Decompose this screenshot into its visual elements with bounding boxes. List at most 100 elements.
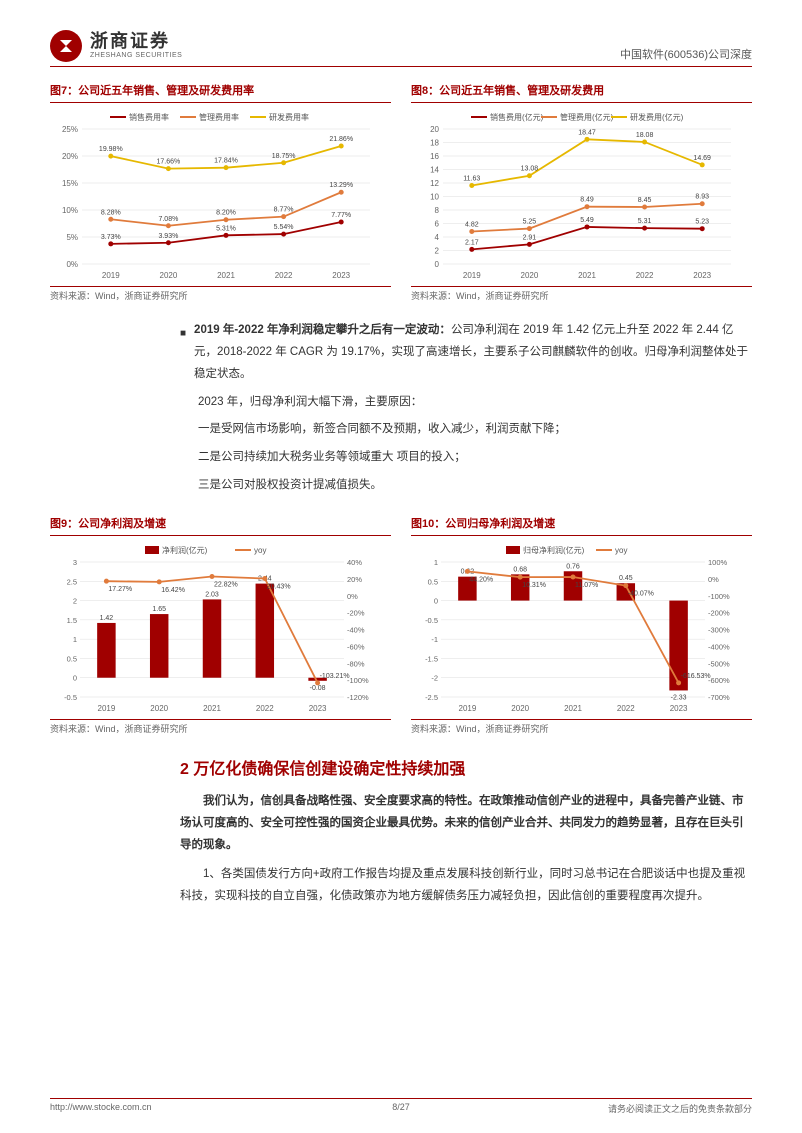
svg-text:17.27%: 17.27% [108, 586, 132, 593]
svg-text:2022: 2022 [617, 704, 635, 713]
svg-text:18.08: 18.08 [636, 132, 654, 139]
chart-8-source: 资料来源：Wind，浙商证券研究所 [411, 289, 752, 302]
para1-bold: 2019 年-2022 年净利润稳定攀升之后有一定波动： [194, 324, 451, 336]
svg-text:归母净利润(亿元): 归母净利润(亿元) [523, 545, 585, 555]
chart-9-source: 资料来源：Wind，浙商证券研究所 [50, 722, 391, 735]
chart-10-source: 资料来源：Wind，浙商证券研究所 [411, 722, 752, 735]
svg-text:-0.5: -0.5 [64, 693, 77, 702]
svg-text:12: 12 [430, 179, 439, 188]
svg-text:7.77%: 7.77% [331, 212, 351, 219]
svg-text:管理费用(亿元): 管理费用(亿元) [560, 112, 614, 122]
svg-text:0.68: 0.68 [513, 566, 527, 573]
svg-text:-80%: -80% [347, 659, 365, 668]
section2-p2: 1、各类国债发行方向+政府工作报告均提及重点发展科技创新行业，同时习总书记在合肥… [180, 864, 752, 908]
svg-text:1: 1 [73, 635, 77, 644]
svg-text:2022: 2022 [636, 271, 654, 280]
svg-text:2019: 2019 [463, 271, 481, 280]
svg-text:40%: 40% [347, 558, 362, 567]
svg-text:0: 0 [434, 596, 438, 605]
svg-text:16.42%: 16.42% [161, 587, 185, 594]
svg-text:100%: 100% [708, 558, 728, 567]
svg-text:-60%: -60% [347, 642, 365, 651]
svg-text:5.54%: 5.54% [274, 224, 294, 231]
svg-text:2020: 2020 [160, 271, 178, 280]
svg-text:0.5: 0.5 [67, 654, 77, 663]
svg-text:3.73%: 3.73% [101, 234, 121, 241]
document-title: 中国软件(600536)公司深度 [620, 46, 752, 62]
chart-10-block: 图10：公司归母净利润及增速 归母净利润(亿元)yoy-2.5-2-1.5-1-… [411, 515, 752, 735]
svg-text:20%: 20% [62, 152, 78, 161]
svg-text:-300%: -300% [708, 625, 730, 634]
svg-text:管理费用率: 管理费用率 [199, 112, 239, 122]
svg-text:2022: 2022 [275, 271, 293, 280]
svg-text:-120%: -120% [347, 693, 369, 702]
svg-text:0%: 0% [708, 575, 719, 584]
chart-7-svg: 销售费用率管理费用率研发费用率0%5%10%15%20%25%201920202… [50, 107, 380, 282]
para1-text5: 三是公司对股权投资计提减值损失。 [198, 475, 752, 497]
svg-text:0.76: 0.76 [566, 563, 580, 570]
svg-text:3: 3 [73, 558, 77, 567]
svg-text:21.86%: 21.86% [329, 136, 353, 143]
chart-8-num: 图8： [411, 85, 439, 97]
svg-text:5.31: 5.31 [638, 218, 652, 225]
svg-text:10: 10 [430, 193, 439, 202]
svg-text:17.84%: 17.84% [214, 158, 238, 165]
chart-8-block: 图8：公司近五年销售、管理及研发费用 销售费用(亿元)管理费用(亿元)研发费用(… [411, 82, 752, 302]
svg-text:4: 4 [435, 233, 440, 242]
svg-text:-400%: -400% [708, 642, 730, 651]
svg-text:15%: 15% [62, 179, 78, 188]
svg-text:8: 8 [435, 206, 440, 215]
svg-text:5.23: 5.23 [695, 219, 709, 226]
svg-text:-500%: -500% [708, 659, 730, 668]
svg-text:1.5: 1.5 [67, 616, 77, 625]
svg-text:-100%: -100% [347, 676, 369, 685]
svg-text:6: 6 [435, 220, 440, 229]
svg-text:0: 0 [73, 674, 77, 683]
svg-text:18.47: 18.47 [578, 129, 596, 136]
svg-text:14.69: 14.69 [693, 155, 711, 162]
logo-chinese: 浙商证券 [90, 32, 182, 52]
svg-text:-103.21%: -103.21% [320, 673, 350, 680]
svg-text:19.98%: 19.98% [99, 146, 123, 153]
svg-text:2.03: 2.03 [205, 591, 219, 598]
svg-text:20: 20 [430, 125, 439, 134]
chart-9-title: 公司净利润及增速 [78, 518, 166, 530]
svg-text:研发费用(亿元): 研发费用(亿元) [630, 112, 684, 122]
svg-text:yoy: yoy [254, 546, 266, 555]
para1-text4: 二是公司持续加大税务业务等领域重大 项目的投入； [198, 447, 752, 469]
svg-text:44.20%: 44.20% [469, 576, 493, 583]
para1-text3: 一是受网信市场影响，新签合同额不及预期，收入减少，利润贡献下降； [198, 419, 752, 441]
logo-english: ZHESHANG SECURITIES [90, 52, 182, 60]
bullet-icon: ■ [180, 324, 186, 343]
svg-text:-100%: -100% [708, 592, 730, 601]
svg-text:2: 2 [435, 247, 440, 256]
section-2-body: 我们认为，信创具备战略性强、安全度要求高的特性。在政策推动信创产业的进程中，具备… [180, 791, 752, 908]
footer-url: http://www.stocke.com.cn [50, 1102, 152, 1115]
svg-text:13.29%: 13.29% [329, 182, 353, 189]
svg-text:-616.53%: -616.53% [681, 673, 711, 680]
svg-text:25%: 25% [62, 125, 78, 134]
svg-text:13.08: 13.08 [521, 166, 539, 173]
svg-text:8.77%: 8.77% [274, 207, 294, 214]
svg-text:10.31%: 10.31% [522, 582, 546, 589]
svg-text:净利润(亿元): 净利润(亿元) [162, 545, 208, 555]
svg-text:8.20%: 8.20% [216, 210, 236, 217]
svg-text:-1: -1 [431, 635, 438, 644]
svg-text:-2.33: -2.33 [671, 694, 687, 701]
svg-text:8.93: 8.93 [695, 194, 709, 201]
svg-text:10%: 10% [62, 206, 78, 215]
svg-text:-2.5: -2.5 [425, 693, 438, 702]
chart-9-num: 图9： [50, 518, 78, 530]
svg-text:2019: 2019 [102, 271, 120, 280]
svg-text:11.63: 11.63 [463, 175, 480, 182]
para1-text2: 2023 年，归母净利润大幅下滑，主要原因： [198, 392, 752, 414]
chart-7-title: 公司近五年销售、管理及研发费用率 [78, 85, 254, 97]
svg-text:5.31%: 5.31% [216, 225, 236, 232]
svg-text:-200%: -200% [708, 609, 730, 618]
svg-text:2021: 2021 [217, 271, 235, 280]
svg-text:-600%: -600% [708, 676, 730, 685]
svg-text:2021: 2021 [578, 271, 596, 280]
svg-text:0: 0 [435, 260, 440, 269]
chart-8-title: 公司近五年销售、管理及研发费用 [439, 85, 604, 97]
svg-text:0.45: 0.45 [619, 575, 633, 582]
